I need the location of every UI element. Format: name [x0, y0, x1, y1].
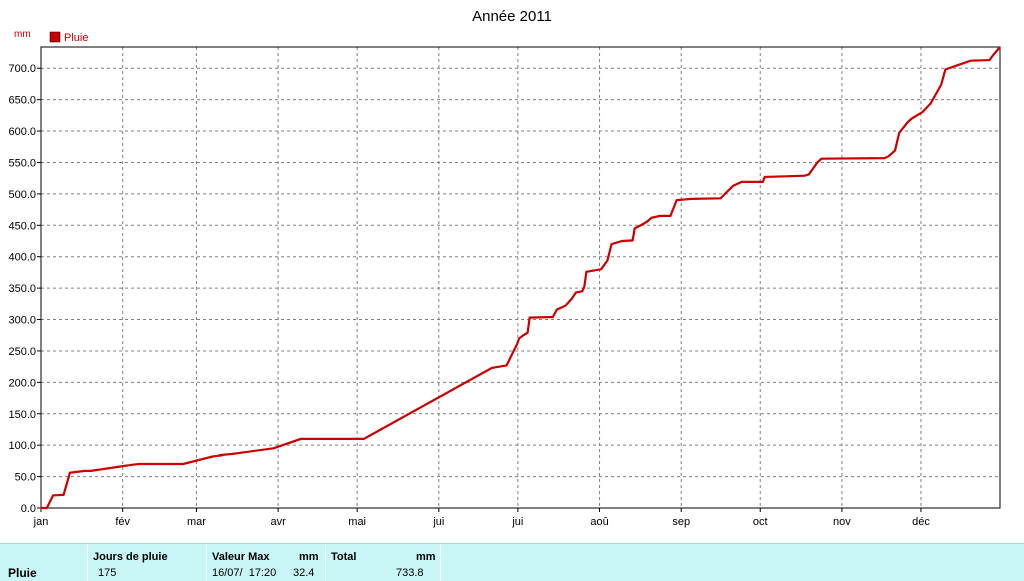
total-cell: Total mm 733.8 [326, 544, 440, 581]
stats-separator [440, 544, 441, 581]
rain-days-header: Jours de pluie [93, 551, 168, 563]
x-tick-label: déc [912, 516, 930, 528]
x-tick-label: fév [115, 516, 130, 528]
y-tick-label: 300.0 [8, 315, 36, 327]
total-header: Total [331, 551, 357, 563]
plot-frame [40, 46, 1001, 509]
x-tick-label: sep [672, 516, 690, 528]
max-value: 32.4 [293, 567, 315, 579]
x-tick-label: aoû [590, 516, 608, 528]
stats-row-label: Pluie [8, 566, 37, 580]
y-tick-label: 650.0 [8, 95, 36, 107]
max-date: 16/07/ 17:20 [212, 567, 277, 579]
legend-label: Pluie [64, 32, 88, 44]
x-tick-label: oct [753, 516, 768, 528]
y-tick-label: 400.0 [8, 252, 36, 264]
stats-bar: Pluie Jours de pluie 175 Valeur Max mm 1… [0, 543, 1024, 581]
stats-separator [325, 544, 326, 581]
y-tick-label: 600.0 [8, 126, 36, 138]
grid-lines [41, 47, 1000, 508]
x-tick-label: nov [833, 516, 851, 528]
y-axis-unit: mm [14, 29, 31, 40]
x-tick-label: jui [432, 516, 444, 528]
total-value: 733.8 [396, 567, 424, 579]
rain-days-value: 175 [98, 567, 117, 579]
y-tick-label: 350.0 [8, 283, 36, 295]
max-unit: mm [299, 551, 319, 563]
x-tick-label: avr [270, 516, 286, 528]
x-tick-label: mai [348, 516, 366, 528]
y-tick-label: 550.0 [8, 157, 36, 169]
y-tick-label: 250.0 [8, 346, 36, 358]
stats-separator [87, 544, 88, 581]
y-tick-label: 700.0 [8, 63, 36, 75]
y-tick-label: 50.0 [15, 472, 36, 484]
legend-swatch [49, 31, 61, 43]
x-tick-label: mar [187, 516, 206, 528]
y-axis: 0.0 50.0 100.0 150.0 200.0 250.0 300.0 350.0 400… [8, 63, 41, 515]
total-unit: mm [416, 551, 436, 563]
stats-separator [206, 544, 207, 581]
y-tick-label: 500.0 [8, 189, 36, 201]
stats-row-label-cell: Pluie [0, 544, 87, 581]
x-axis: jan fév mar avr mai jui jui aoû sep oct nov déc [33, 508, 930, 528]
y-tick-label: 0.0 [21, 503, 36, 515]
y-tick-label: 100.0 [8, 440, 36, 452]
max-header: Valeur Max [212, 551, 270, 563]
chart-title: Année 2011 [472, 8, 552, 25]
max-value-cell: Valeur Max mm 16/07/ 17:20 32.4 [207, 544, 325, 581]
y-tick-label: 450.0 [8, 220, 36, 232]
rain-days-cell: Jours de pluie 175 [88, 544, 206, 581]
x-tick-label: jan [33, 516, 49, 528]
y-tick-label: 150.0 [8, 409, 36, 421]
series-line-pluie [40, 46, 1001, 510]
y-tick-label: 200.0 [8, 377, 36, 389]
rain-chart: Année 2011 mm Pluie 0.0 50.0 100.0 150.0 200… [8, 8, 1001, 528]
x-tick-label: jui [511, 516, 523, 528]
